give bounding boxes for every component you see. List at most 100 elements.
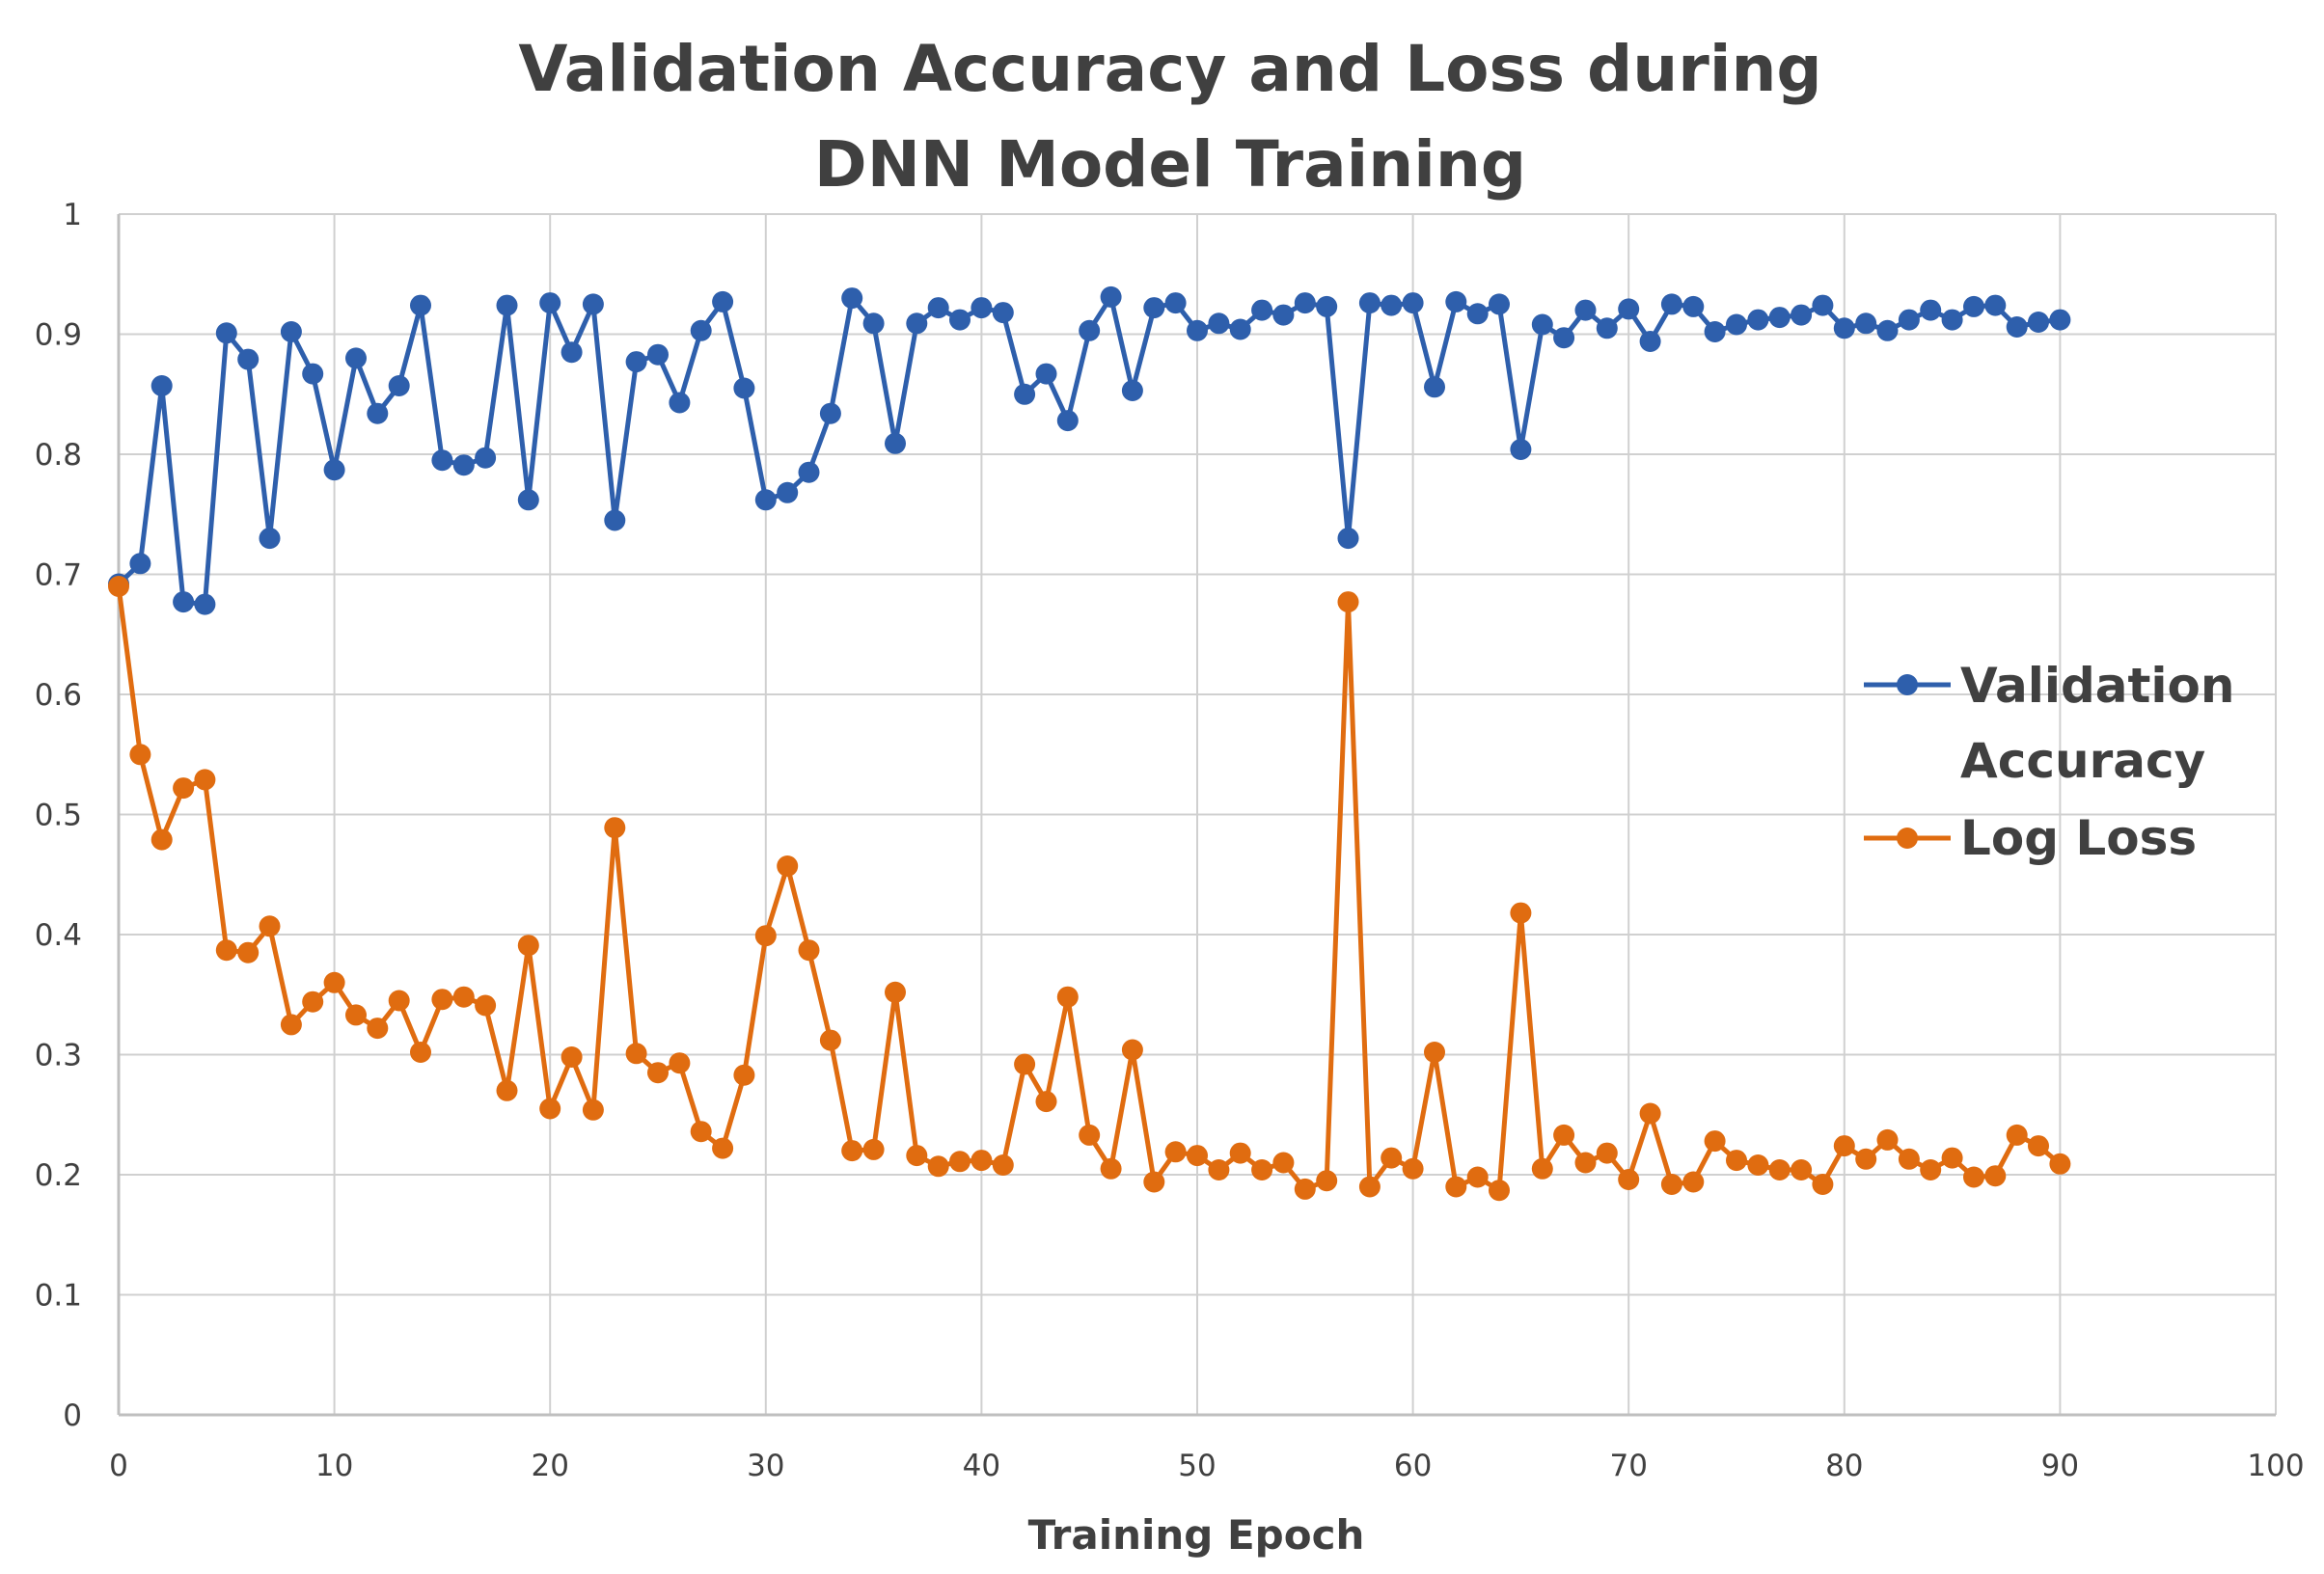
data-point-log-loss: [690, 1121, 712, 1143]
data-point-log-loss: [754, 925, 777, 947]
data-point-validation-accuracy: [582, 293, 604, 315]
data-point-log-loss: [431, 989, 453, 1011]
data-point-validation-accuracy: [1466, 303, 1489, 325]
data-point-validation-accuracy: [215, 322, 237, 344]
legend-label-validation-accuracy-line-2: Accuracy: [1960, 733, 2205, 789]
data-point-validation-accuracy: [1035, 363, 1057, 385]
data-point-validation-accuracy: [1316, 295, 1338, 317]
data-point-validation-accuracy: [712, 290, 734, 312]
data-point-log-loss: [1812, 1174, 1834, 1195]
data-point-log-loss: [560, 1046, 583, 1068]
data-point-log-loss: [1121, 1039, 1143, 1061]
data-point-validation-accuracy: [2049, 309, 2071, 331]
data-point-log-loss: [992, 1154, 1014, 1176]
data-point-log-loss: [1272, 1152, 1295, 1174]
legend-swatch-marker-validation-accuracy: [1897, 674, 1918, 695]
data-point-validation-accuracy: [971, 297, 993, 319]
data-point-log-loss: [1682, 1171, 1705, 1193]
data-point-validation-accuracy: [1574, 299, 1597, 321]
data-point-validation-accuracy: [798, 461, 820, 483]
data-point-validation-accuracy: [1294, 292, 1316, 314]
data-point-log-loss: [2028, 1135, 2049, 1157]
data-point-log-loss: [1747, 1154, 1769, 1176]
data-point-log-loss: [1424, 1042, 1445, 1063]
data-point-log-loss: [1100, 1157, 1122, 1180]
x-tick-label: 10: [315, 1449, 353, 1483]
data-point-validation-accuracy: [625, 351, 647, 373]
data-point-validation-accuracy: [1747, 309, 1769, 331]
data-point-validation-accuracy: [1187, 319, 1208, 341]
y-tick-label: 0.9: [35, 318, 82, 353]
data-point-log-loss: [1855, 1148, 1877, 1170]
data-point-validation-accuracy: [1682, 295, 1705, 317]
data-point-log-loss: [582, 1099, 604, 1121]
data-point-validation-accuracy: [367, 402, 389, 424]
y-tick-label: 0.1: [35, 1279, 82, 1314]
data-point-validation-accuracy: [539, 292, 561, 314]
data-point-validation-accuracy: [1014, 383, 1036, 405]
data-point-log-loss: [259, 915, 281, 937]
data-point-log-loss: [1294, 1178, 1316, 1200]
data-point-validation-accuracy: [237, 348, 260, 370]
data-point-log-loss: [194, 769, 216, 791]
data-point-log-loss: [1704, 1130, 1726, 1153]
legend-item-validation-accuracy: Validation Accuracy: [1864, 658, 2235, 789]
chart-title-line-2: DNN Model Training: [814, 127, 1526, 202]
data-point-log-loss: [1941, 1147, 1963, 1169]
data-point-validation-accuracy: [259, 528, 281, 550]
data-point-log-loss: [625, 1043, 647, 1065]
data-point-log-loss: [1143, 1171, 1165, 1193]
x-tick-label: 70: [1609, 1449, 1647, 1483]
data-point-log-loss: [1251, 1159, 1273, 1180]
data-point-validation-accuracy: [647, 343, 669, 366]
data-point-validation-accuracy: [1531, 313, 1553, 336]
data-point-log-loss: [1768, 1159, 1791, 1180]
legend-swatch-marker-log-loss: [1897, 828, 1918, 849]
data-point-validation-accuracy: [1272, 304, 1295, 326]
legend-label-log-loss: Log Loss: [1960, 810, 2197, 866]
data-point-log-loss: [777, 855, 799, 877]
data-point-validation-accuracy: [388, 375, 410, 396]
data-point-validation-accuracy: [1876, 319, 1899, 341]
legend-item-log-loss: Log Loss: [1864, 810, 2197, 866]
data-point-validation-accuracy: [560, 341, 583, 364]
data-point-log-loss: [367, 1018, 389, 1040]
x-tick-label: 80: [1825, 1449, 1863, 1483]
data-point-validation-accuracy: [1963, 295, 1984, 317]
data-point-validation-accuracy: [1855, 312, 1877, 335]
data-point-log-loss: [1402, 1157, 1424, 1180]
data-point-validation-accuracy: [431, 449, 453, 472]
data-point-log-loss: [862, 1138, 885, 1160]
data-point-validation-accuracy: [1208, 312, 1230, 335]
data-point-validation-accuracy: [452, 454, 475, 476]
data-point-log-loss: [1791, 1159, 1813, 1180]
x-tick-label: 60: [1394, 1449, 1432, 1483]
data-point-validation-accuracy: [1510, 439, 1532, 460]
data-point-log-loss: [1596, 1142, 1618, 1164]
data-point-log-loss: [1208, 1159, 1230, 1180]
data-point-validation-accuracy: [604, 509, 626, 531]
data-point-validation-accuracy: [1381, 294, 1403, 316]
data-point-validation-accuracy: [345, 347, 367, 369]
y-tick-label: 0.4: [35, 918, 82, 953]
data-point-validation-accuracy: [1639, 331, 1661, 352]
data-point-log-loss: [1531, 1157, 1553, 1180]
data-point-validation-accuracy: [517, 489, 539, 511]
data-point-validation-accuracy: [819, 402, 841, 424]
data-point-validation-accuracy: [669, 392, 691, 414]
data-point-log-loss: [2049, 1153, 2071, 1175]
data-point-log-loss: [1056, 986, 1079, 1008]
data-point-log-loss: [1876, 1128, 1899, 1151]
data-point-validation-accuracy: [1553, 327, 1575, 349]
legend-label-validation-accuracy-line-1: Validation: [1960, 658, 2235, 714]
data-point-validation-accuracy: [1251, 299, 1273, 321]
data-point-log-loss: [1229, 1142, 1251, 1164]
data-point-log-loss: [906, 1145, 928, 1167]
y-tick-label: 0.3: [35, 1039, 82, 1073]
y-tick-label: 0.6: [35, 678, 82, 713]
data-point-validation-accuracy: [1812, 294, 1834, 316]
data-point-validation-accuracy: [129, 553, 151, 575]
data-point-log-loss: [1898, 1148, 1920, 1170]
data-point-validation-accuracy: [150, 375, 173, 396]
